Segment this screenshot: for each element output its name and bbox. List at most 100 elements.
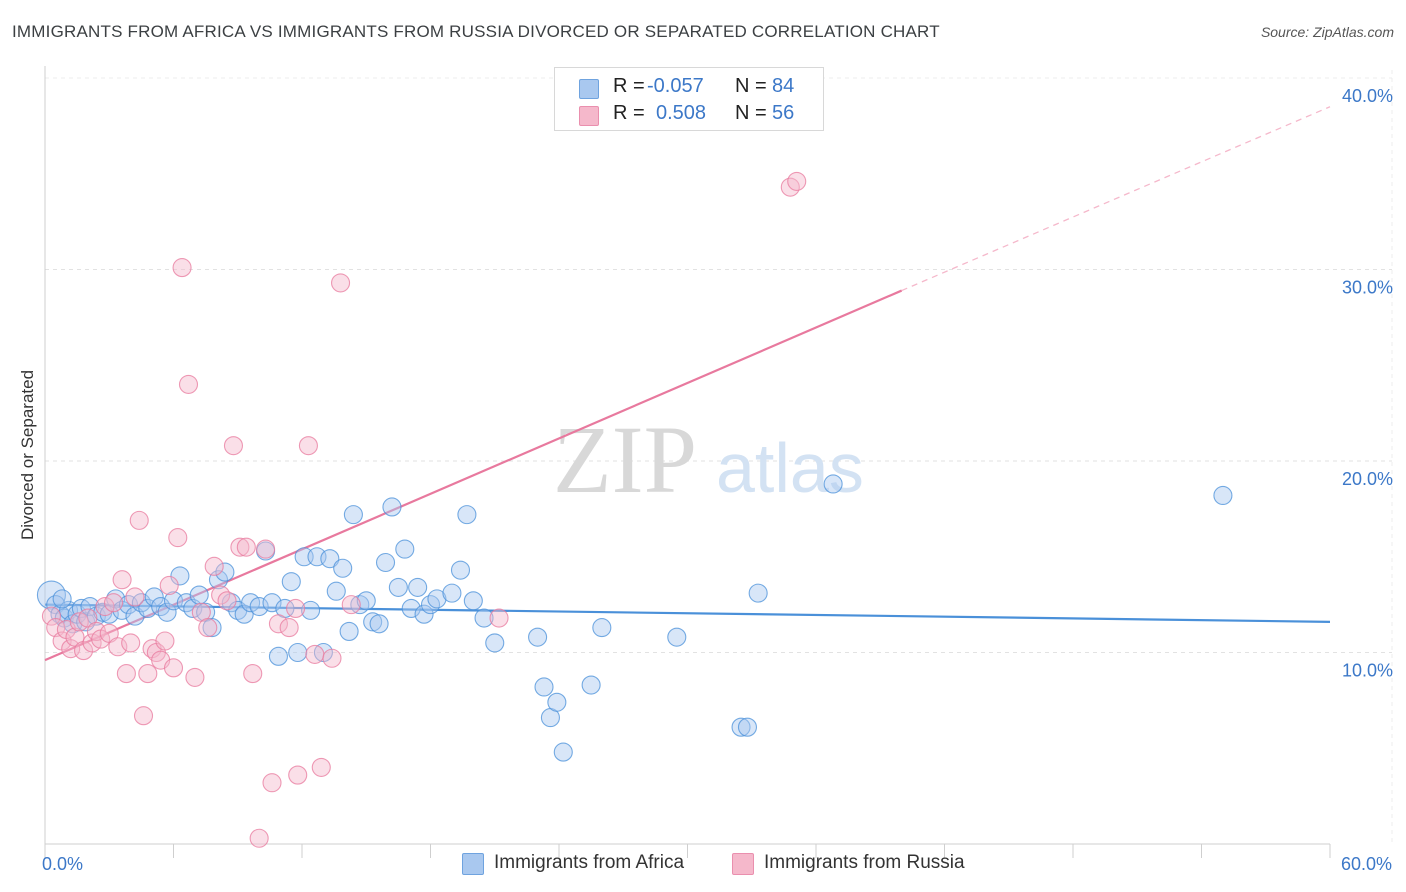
legend-label-russia: Immigrants from Russia bbox=[764, 852, 965, 873]
russia-point bbox=[288, 765, 308, 785]
africa-point bbox=[414, 604, 434, 624]
y-tick-label: 40.0% bbox=[1342, 86, 1393, 106]
africa-point bbox=[320, 549, 340, 569]
russia-point bbox=[133, 706, 154, 726]
africa-point bbox=[388, 577, 408, 597]
stats-row-russia: R = 0.508 N = 56 bbox=[555, 101, 823, 129]
russia-point bbox=[172, 258, 192, 278]
africa-point bbox=[202, 618, 222, 638]
stats-swatch-africa bbox=[579, 79, 599, 99]
africa-point bbox=[553, 742, 573, 762]
russia-point bbox=[311, 757, 331, 777]
russia-point bbox=[330, 273, 351, 293]
africa-point bbox=[234, 604, 254, 624]
africa-point bbox=[463, 591, 483, 611]
y-tick-labels: 10.0% 20.0% 30.0% 40.0% bbox=[1342, 86, 1393, 681]
watermark-zip: ZIP bbox=[553, 406, 697, 513]
africa-point bbox=[333, 558, 353, 578]
russia-point bbox=[249, 828, 269, 848]
russia-point bbox=[103, 593, 124, 613]
africa-point bbox=[170, 566, 190, 586]
x-tick-label-max: 60.0% bbox=[1341, 854, 1392, 874]
trend-line-0 bbox=[44, 603, 1331, 623]
stats-r-label: R = bbox=[613, 75, 645, 97]
russia-point bbox=[787, 171, 807, 191]
africa-point bbox=[52, 589, 72, 609]
y-tick-label: 20.0% bbox=[1342, 469, 1393, 489]
trend-lines bbox=[44, 106, 1331, 662]
russia-point bbox=[116, 664, 136, 684]
legend-swatch-africa bbox=[462, 853, 484, 875]
africa-point bbox=[667, 627, 687, 647]
africa-point bbox=[157, 602, 177, 622]
africa-point bbox=[249, 596, 269, 617]
axes bbox=[44, 66, 1331, 858]
africa-point bbox=[326, 581, 346, 601]
africa-point bbox=[262, 593, 282, 613]
russia-point bbox=[108, 637, 128, 657]
legend: Immigrants from Africa Immigrants from R… bbox=[0, 851, 1406, 879]
africa-point bbox=[528, 627, 548, 647]
russia-point bbox=[298, 436, 318, 456]
stats-row-africa: R = -0.057 N = 84 bbox=[555, 74, 823, 102]
russia-point bbox=[65, 627, 85, 647]
africa-point bbox=[427, 589, 447, 609]
russia-point bbox=[204, 556, 224, 576]
russia-point bbox=[163, 658, 184, 678]
russia-point bbox=[341, 595, 361, 615]
russia-point bbox=[155, 631, 175, 651]
africa-point bbox=[189, 585, 209, 605]
russia-point bbox=[322, 648, 342, 668]
africa-point bbox=[339, 621, 359, 641]
africa-point bbox=[363, 612, 383, 632]
russia-point bbox=[78, 608, 98, 628]
russia-point bbox=[236, 537, 256, 557]
africa-point bbox=[80, 596, 100, 617]
russia-point bbox=[125, 587, 145, 607]
africa-point bbox=[408, 577, 428, 597]
africa-point bbox=[281, 572, 301, 592]
africa-point bbox=[592, 618, 612, 638]
africa-point bbox=[731, 717, 751, 737]
russia-point bbox=[243, 664, 263, 684]
africa-point bbox=[369, 614, 389, 634]
africa-point bbox=[581, 675, 601, 695]
russia-point bbox=[121, 633, 141, 653]
africa-point bbox=[401, 598, 421, 619]
russia-point bbox=[489, 608, 509, 628]
grid-lines bbox=[45, 70, 1393, 844]
stats-r-value: -0.057 bbox=[647, 75, 704, 97]
africa-point bbox=[457, 505, 477, 525]
africa-point bbox=[356, 591, 376, 611]
y-axis-label: Divorced or Separated bbox=[18, 370, 37, 540]
africa-point bbox=[1213, 485, 1233, 506]
africa-point bbox=[748, 583, 768, 603]
russia-point bbox=[217, 591, 237, 611]
chart-title: IMMIGRANTS FROM AFRICA VS IMMIGRANTS FRO… bbox=[12, 22, 940, 41]
legend-label-africa: Immigrants from Africa bbox=[494, 852, 685, 873]
stats-n-label: N = bbox=[735, 102, 767, 124]
russia-point bbox=[159, 575, 179, 596]
africa-point bbox=[395, 539, 415, 559]
stats-box: R = -0.057 N = 84 R = 0.508 N = 56 bbox=[554, 67, 824, 131]
russia-point bbox=[41, 606, 61, 626]
x-tick-label-min: 0.0% bbox=[42, 854, 83, 874]
africa-point bbox=[215, 562, 235, 582]
africa-point bbox=[36, 580, 66, 610]
russia-point bbox=[185, 667, 205, 687]
russia-point bbox=[305, 644, 325, 664]
africa-point bbox=[485, 633, 505, 653]
trend-line-extension-1 bbox=[901, 106, 1331, 292]
russia-point bbox=[223, 436, 244, 456]
russia-point bbox=[178, 374, 199, 394]
russia-point bbox=[99, 623, 119, 643]
africa-point bbox=[547, 692, 567, 712]
y-tick-label: 10.0% bbox=[1342, 661, 1393, 681]
y-tick-label: 30.0% bbox=[1342, 278, 1393, 298]
africa-point bbox=[343, 505, 363, 525]
africa-point bbox=[450, 560, 471, 580]
legend-swatch-russia bbox=[732, 853, 754, 875]
africa-point bbox=[382, 497, 402, 517]
africa-point bbox=[268, 646, 288, 666]
africa-point bbox=[288, 642, 308, 663]
